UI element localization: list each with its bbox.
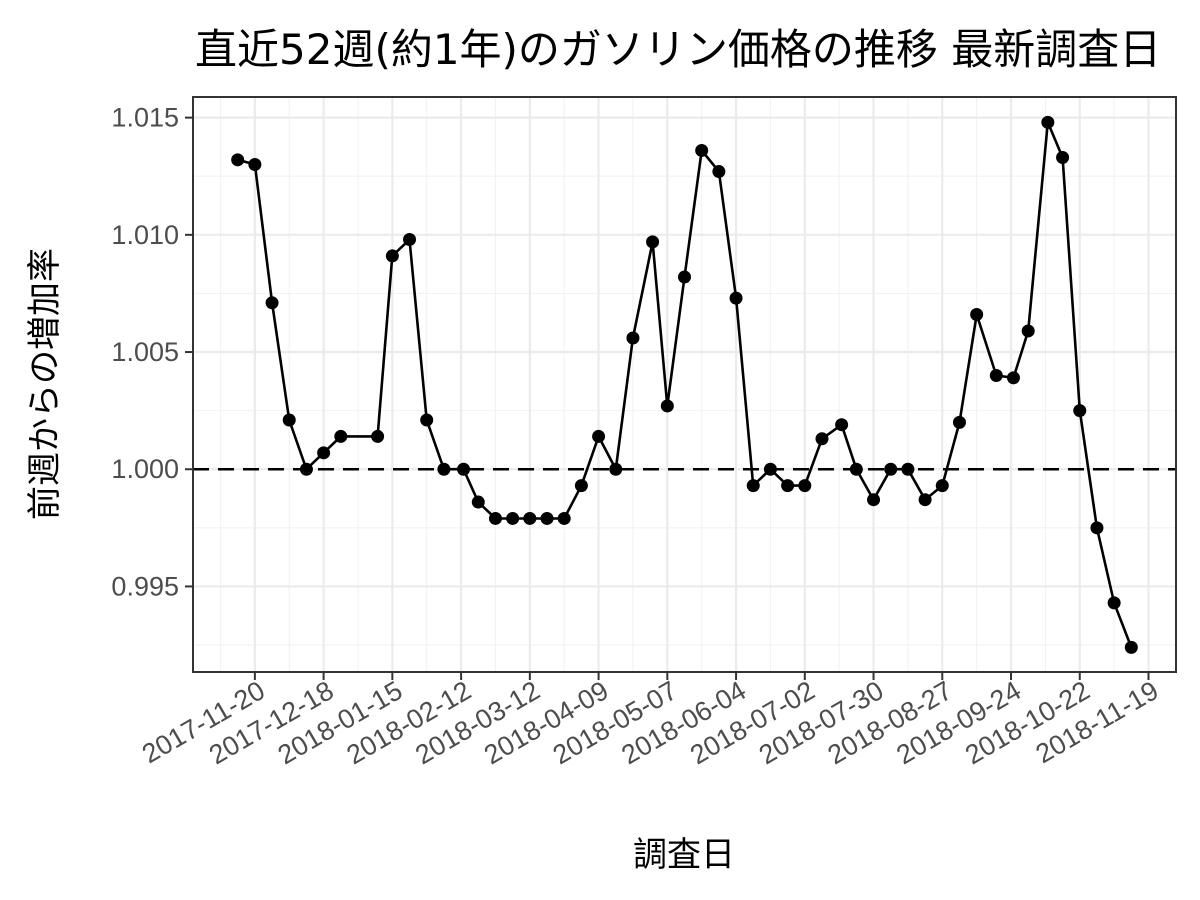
data-point [540, 511, 554, 525]
data-point [1090, 521, 1104, 535]
data-point [437, 462, 451, 476]
data-point [970, 308, 984, 322]
y-tick-label: 1.010 [111, 220, 179, 250]
data-point [457, 462, 471, 476]
minor-grid [193, 97, 1176, 672]
data-point [712, 165, 726, 179]
data-point [231, 153, 245, 167]
data-point [781, 479, 795, 493]
data-point [935, 479, 949, 493]
data-point [403, 233, 417, 247]
data-point [1056, 150, 1070, 164]
y-tick-label: 1.000 [111, 454, 179, 484]
data-point [815, 432, 829, 446]
y-axis: 0.995 1.000 1.005 1.010 1.015 [111, 103, 193, 601]
data-point [660, 399, 674, 413]
data-point [989, 368, 1003, 382]
data-points [231, 115, 1138, 654]
data-point [849, 462, 863, 476]
data-point [592, 429, 606, 443]
data-point [371, 429, 385, 443]
data-point [884, 462, 898, 476]
data-point [763, 462, 777, 476]
data-point [835, 418, 849, 432]
y-axis-title: 前週からの増加率 [25, 248, 65, 520]
data-point [678, 270, 691, 284]
data-point [1006, 371, 1020, 385]
data-point [1124, 640, 1138, 654]
data-point [609, 462, 623, 476]
data-point [265, 296, 279, 310]
data-point [952, 415, 966, 429]
data-point [574, 479, 588, 493]
data-point [282, 413, 296, 427]
y-tick-label: 1.005 [111, 337, 179, 367]
data-point [334, 429, 348, 443]
data-point [1041, 115, 1055, 129]
data-point [695, 143, 709, 157]
data-point [626, 331, 640, 345]
data-point [299, 462, 313, 476]
data-point [918, 493, 932, 507]
y-tick-label: 0.995 [111, 571, 179, 601]
series-line [237, 121, 1133, 648]
data-point [506, 511, 520, 525]
x-axis-title: 調査日 [633, 835, 735, 875]
data-point [385, 249, 399, 263]
data-point [471, 495, 485, 509]
data-point [1073, 404, 1087, 418]
data-point [557, 511, 571, 525]
chart-title: 直近52週(約1年)のガソリン価格の推移 最新調査日 [195, 25, 1161, 74]
data-point [746, 479, 760, 493]
data-point [420, 413, 434, 427]
data-point [488, 511, 502, 525]
data-point [523, 511, 537, 525]
panel-border [192, 96, 1177, 673]
data-point [867, 493, 881, 507]
data-point [901, 462, 915, 476]
data-point [646, 235, 660, 249]
data-point [798, 479, 812, 493]
y-tick-label: 1.015 [111, 103, 179, 133]
major-grid [193, 97, 1176, 672]
data-point [1107, 596, 1121, 610]
data-point [248, 158, 262, 172]
x-axis: 2017-11-202017-12-182018-01-152018-02-12… [137, 672, 1164, 770]
data-point [729, 291, 743, 305]
data-point [1021, 324, 1035, 338]
data-point [317, 446, 331, 460]
